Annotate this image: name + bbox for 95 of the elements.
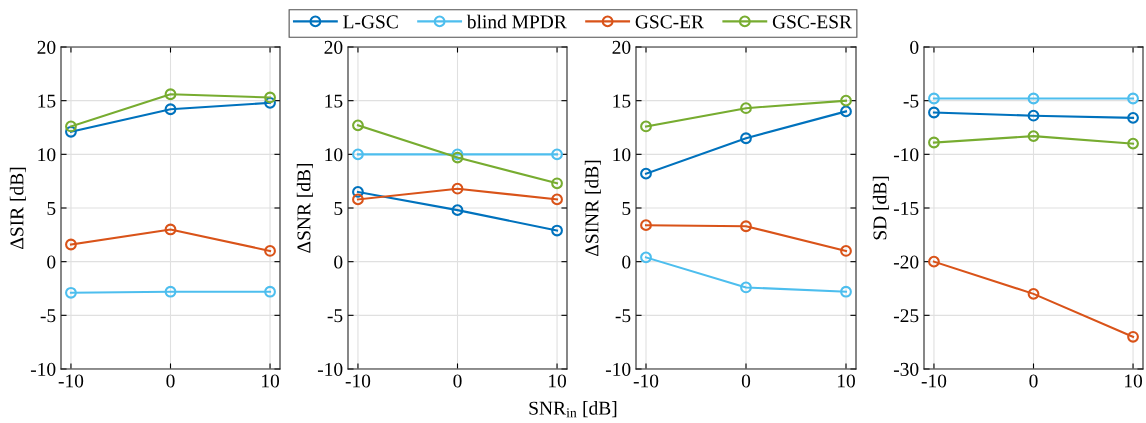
point <box>640 120 652 133</box>
y-tick-label: -30 <box>893 362 919 376</box>
x-tick-label: -10 <box>921 374 947 388</box>
point <box>65 120 77 133</box>
point <box>740 102 752 115</box>
point <box>164 88 177 101</box>
y-tick-label: -15 <box>893 201 919 215</box>
y-tick-label: -10 <box>605 362 631 376</box>
point <box>65 125 77 138</box>
x-tick-label: 10 <box>549 374 567 388</box>
y-tick-label: 10 <box>38 148 56 162</box>
point <box>840 94 852 107</box>
point <box>264 91 276 104</box>
y-tick-label: 0 <box>622 255 631 269</box>
x-tick-label: -10 <box>633 374 659 388</box>
point <box>264 285 276 298</box>
x-tick-label: 0 <box>741 374 751 388</box>
y-tick-label: 0 <box>47 255 56 269</box>
y-tick-label: -10 <box>317 362 343 376</box>
point <box>264 245 276 257</box>
point <box>840 285 852 298</box>
x-tick-label: 0 <box>453 374 462 388</box>
x-tick-label: -10 <box>58 374 84 388</box>
y-tick-label: 5 <box>622 202 631 215</box>
point <box>928 136 940 149</box>
x-tick-label: 0 <box>166 374 175 388</box>
y-axis-title: ΔSNR [dB] <box>296 164 313 253</box>
point <box>264 96 276 109</box>
y-tick-label: 20 <box>37 40 56 54</box>
point <box>1027 287 1040 300</box>
point <box>551 177 563 190</box>
point <box>740 281 752 294</box>
point <box>640 219 652 232</box>
x-tick-label: -10 <box>345 374 371 388</box>
x-tick-label: 0 <box>1029 374 1038 388</box>
y-tick-label: 5 <box>47 202 56 215</box>
point <box>551 193 563 206</box>
x-tick-label: 10 <box>837 374 855 388</box>
point <box>1027 130 1040 142</box>
point <box>164 103 177 116</box>
legend-label: L-GSC <box>343 15 398 29</box>
point <box>352 193 364 206</box>
y-tick-label: 0 <box>334 255 343 269</box>
point <box>740 220 752 233</box>
y-tick-label: 15 <box>38 94 56 108</box>
point <box>640 167 652 180</box>
y-tick-label: -20 <box>893 255 919 269</box>
point <box>928 255 940 268</box>
y-tick-label: -5 <box>327 309 343 323</box>
point <box>640 251 652 264</box>
point <box>1027 92 1040 105</box>
legend-label: GSC-ESR <box>772 15 852 29</box>
point <box>451 182 464 195</box>
y-tick-label: -5 <box>40 309 56 323</box>
y-tick-label: -5 <box>615 309 631 323</box>
y-tick-label: -10 <box>30 362 56 376</box>
point <box>551 148 563 161</box>
y-tick-label: -10 <box>893 148 919 162</box>
point <box>1127 92 1139 105</box>
point <box>1127 111 1139 124</box>
y-axis-title: SD [dB] <box>872 176 889 240</box>
y-tick-label: 10 <box>325 148 343 162</box>
y-tick-label: 15 <box>613 94 631 108</box>
legend-label: GSC-ER <box>635 15 704 29</box>
point <box>1127 137 1139 150</box>
point <box>740 132 752 145</box>
legend-label: blind MPDR <box>466 14 567 29</box>
point <box>1127 330 1139 343</box>
point <box>1027 109 1040 122</box>
point <box>928 106 940 119</box>
point <box>65 286 77 299</box>
y-tick-label: 0 <box>910 40 919 54</box>
point <box>352 186 364 198</box>
y-axis-title: ΔSINR [dB] <box>584 160 601 256</box>
y-tick-label: -5 <box>903 94 919 108</box>
point <box>840 105 852 118</box>
y-tick-label: 10 <box>613 148 631 162</box>
y-tick-label: -25 <box>893 309 919 323</box>
y-tick-label: 20 <box>612 40 631 54</box>
point <box>352 148 364 161</box>
point <box>928 92 940 105</box>
x-tick-label: 10 <box>1125 374 1143 388</box>
y-axis-title: ΔSIR [dB] <box>9 167 26 249</box>
point <box>164 223 177 236</box>
point <box>451 204 464 217</box>
point <box>551 224 563 237</box>
y-tick-label: 5 <box>334 202 343 215</box>
y-tick-label: 20 <box>324 40 343 54</box>
point <box>840 245 852 257</box>
y-tick-label: 15 <box>325 94 343 108</box>
point <box>65 238 77 251</box>
point <box>352 119 364 132</box>
point <box>164 285 177 298</box>
x-axis-title: SNR$_{in}$ [dB] <box>529 401 617 418</box>
x-tick-label: 10 <box>262 374 280 388</box>
